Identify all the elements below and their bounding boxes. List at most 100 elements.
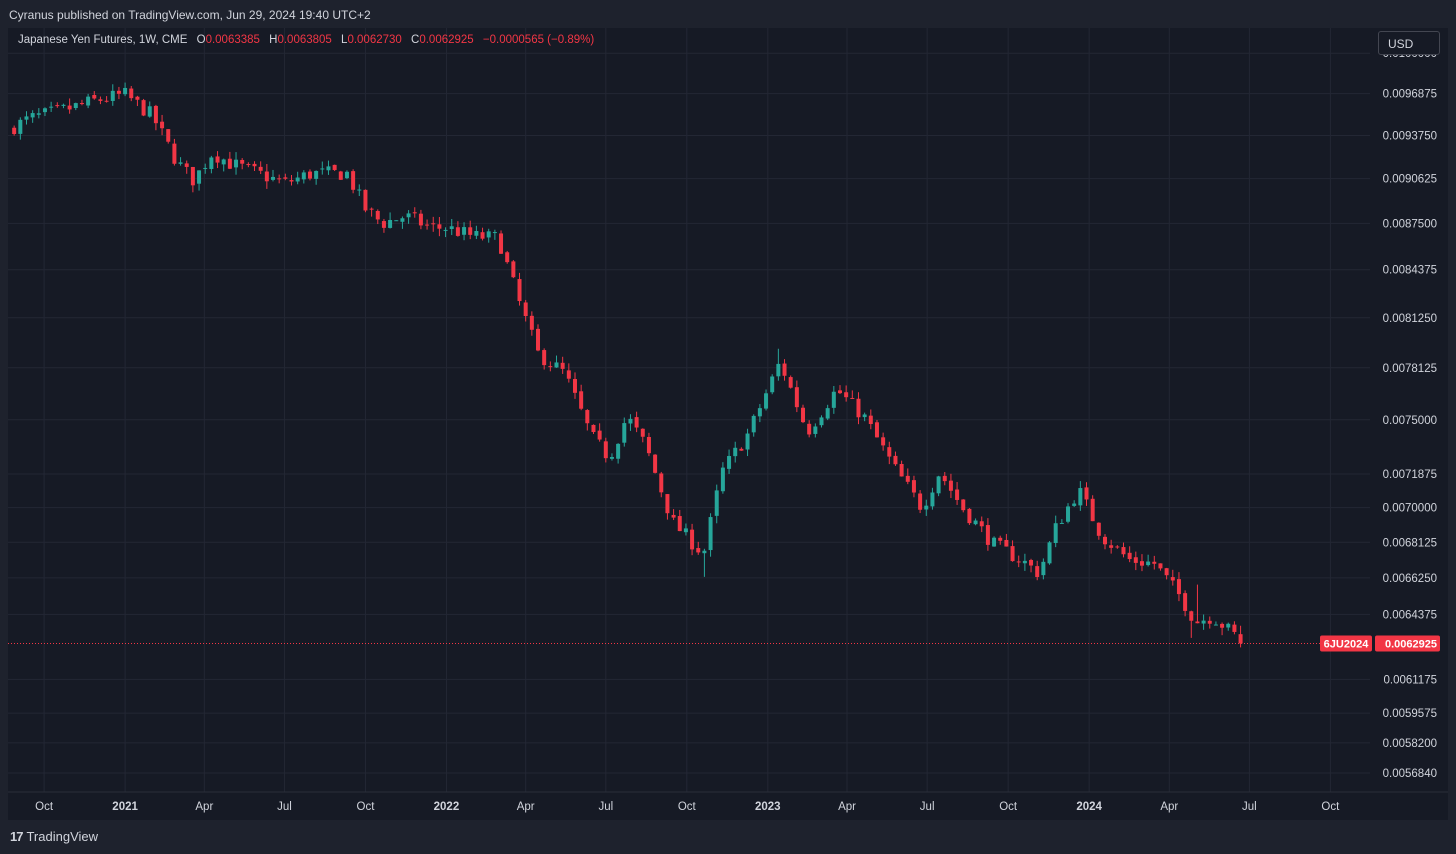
candle-body bbox=[307, 171, 312, 179]
price-tag-bg bbox=[1375, 635, 1440, 652]
y-tick-label: 0.0070000 bbox=[1383, 503, 1437, 515]
candle bbox=[1183, 590, 1188, 617]
price-axis: 0.01000000.00968750.00937500.00906250.00… bbox=[1383, 48, 1437, 780]
candle bbox=[264, 164, 269, 189]
candle-body bbox=[116, 90, 121, 94]
candle bbox=[357, 184, 362, 197]
candle bbox=[314, 170, 319, 185]
publisher-bar: Cyranus published on TradingView.com, Ju… bbox=[0, 0, 1456, 28]
candle bbox=[757, 404, 762, 423]
candle-body bbox=[258, 166, 263, 171]
candle-body bbox=[720, 467, 725, 492]
candle bbox=[899, 460, 904, 477]
candle-body bbox=[1084, 487, 1089, 500]
candle bbox=[850, 390, 855, 399]
candle bbox=[184, 160, 189, 174]
candle bbox=[807, 420, 812, 438]
x-tick-label: Jul bbox=[920, 801, 935, 813]
candle bbox=[1127, 546, 1132, 563]
candle-body bbox=[36, 113, 41, 115]
candle-body bbox=[418, 213, 423, 226]
candle bbox=[289, 174, 294, 186]
candle-body bbox=[289, 180, 294, 182]
candle-body bbox=[1207, 620, 1212, 624]
candle bbox=[49, 101, 54, 112]
low-key: L bbox=[341, 34, 348, 46]
candle bbox=[640, 428, 645, 443]
candle bbox=[529, 311, 534, 336]
candle bbox=[55, 102, 60, 108]
candle-body bbox=[153, 105, 158, 124]
candle bbox=[739, 447, 744, 451]
price-tag: 0.0062925 bbox=[1375, 635, 1440, 652]
candle bbox=[147, 101, 152, 118]
candle-body bbox=[505, 252, 510, 263]
candle bbox=[837, 385, 842, 395]
candle-body bbox=[381, 221, 386, 228]
candle bbox=[252, 161, 257, 171]
candle-body bbox=[702, 550, 707, 554]
candle-body bbox=[918, 493, 923, 510]
candle bbox=[369, 207, 374, 217]
candle-body bbox=[135, 96, 140, 100]
candle bbox=[79, 99, 84, 106]
candle bbox=[462, 222, 467, 241]
candle bbox=[283, 173, 288, 181]
candle bbox=[474, 225, 479, 240]
candle-body bbox=[523, 302, 528, 317]
chart-pane[interactable] bbox=[8, 28, 1448, 820]
high-key: H bbox=[269, 34, 278, 46]
close-value: 0.0062925 bbox=[419, 34, 474, 46]
candle-body bbox=[55, 105, 60, 107]
candle bbox=[455, 221, 460, 237]
candle bbox=[295, 171, 300, 185]
candle bbox=[523, 299, 528, 322]
candle-body bbox=[776, 363, 781, 377]
candle-body bbox=[455, 227, 460, 236]
candle-body bbox=[837, 390, 842, 394]
candle bbox=[1158, 563, 1163, 571]
tradingview-logo[interactable]: 17 TradingView bbox=[10, 829, 98, 844]
candle-body bbox=[1109, 545, 1114, 548]
candle-body bbox=[61, 104, 66, 106]
candle-body bbox=[30, 113, 35, 118]
candle bbox=[992, 536, 997, 547]
candle bbox=[616, 443, 621, 464]
candle bbox=[727, 449, 732, 474]
candle bbox=[511, 260, 516, 279]
candle-body bbox=[1041, 561, 1046, 576]
candle bbox=[985, 518, 990, 551]
candle-body bbox=[1164, 568, 1169, 576]
candle-body bbox=[757, 408, 762, 417]
candle bbox=[603, 437, 608, 463]
candle-body bbox=[782, 363, 787, 376]
candle bbox=[690, 523, 695, 556]
candle-body bbox=[172, 143, 177, 164]
candle-body bbox=[351, 171, 356, 190]
candle bbox=[1053, 515, 1058, 548]
candle bbox=[320, 161, 325, 175]
candle-body bbox=[215, 156, 220, 163]
candle-body bbox=[1170, 577, 1175, 581]
candle-body bbox=[640, 428, 645, 437]
candle bbox=[388, 212, 393, 229]
y-tick-label: 0.0059575 bbox=[1383, 708, 1437, 720]
candle bbox=[1047, 541, 1052, 565]
currency-button[interactable]: USD bbox=[1378, 31, 1440, 55]
candle bbox=[86, 93, 91, 109]
open-value: 0.0063385 bbox=[205, 34, 260, 46]
candle-body bbox=[49, 106, 54, 108]
candle-body bbox=[443, 229, 448, 231]
candle bbox=[536, 324, 541, 352]
candle bbox=[905, 468, 910, 485]
x-tick-label: Oct bbox=[999, 801, 1018, 813]
candle bbox=[788, 375, 793, 389]
candle-body bbox=[320, 168, 325, 170]
candle bbox=[499, 230, 504, 254]
x-tick-label: Apr bbox=[517, 801, 535, 813]
candle bbox=[394, 220, 399, 222]
candle bbox=[671, 509, 676, 521]
candle-body bbox=[671, 514, 676, 518]
candle bbox=[1189, 610, 1194, 638]
